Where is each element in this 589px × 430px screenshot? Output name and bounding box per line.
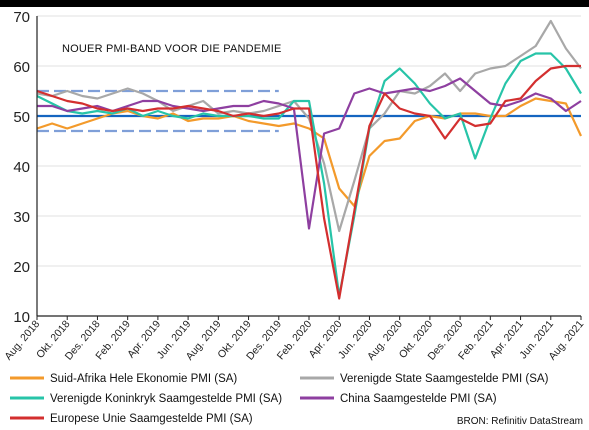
pre-pandemic-band xyxy=(37,89,279,133)
y-axis-ticks: 10 20 30 40 50 60 70 xyxy=(13,9,30,326)
legend-label: Verenigde Koninkryk Saamgestelde PMI (SA… xyxy=(50,393,282,405)
y-tick-label: 50 xyxy=(13,109,30,126)
y-tick-label: 70 xyxy=(13,9,30,26)
series-line xyxy=(37,77,582,230)
y-tick-label: 20 xyxy=(13,259,30,276)
legend-label: China Saamgestelde PMI (SA) xyxy=(340,393,497,405)
legend-label: Europese Unie Saamgestelde PMI (SA) xyxy=(50,413,253,425)
y-tick-label: 30 xyxy=(13,209,30,226)
y-tick-label: 60 xyxy=(13,59,30,76)
series-line xyxy=(36,52,582,298)
top-black-bar xyxy=(0,0,589,7)
source-note: BRON: Refinitiv DataStream xyxy=(457,416,583,427)
series-line xyxy=(36,19,582,233)
series-line xyxy=(36,64,581,300)
band-annotation: NOUER PMI-BAND VOOR DIE PANDEMIE xyxy=(62,43,282,55)
legend: Suid-Afrika Hele Ekonomie PMI (SA) Vereni… xyxy=(10,373,549,425)
y-tick-label: 10 xyxy=(13,309,30,326)
y-tick-label: 40 xyxy=(13,159,30,176)
series-lines xyxy=(36,19,582,300)
legend-label: Verenigde State Saamgestelde PMI (SA) xyxy=(340,373,549,385)
legend-label: Suid-Afrika Hele Ekonomie PMI (SA) xyxy=(50,373,237,385)
